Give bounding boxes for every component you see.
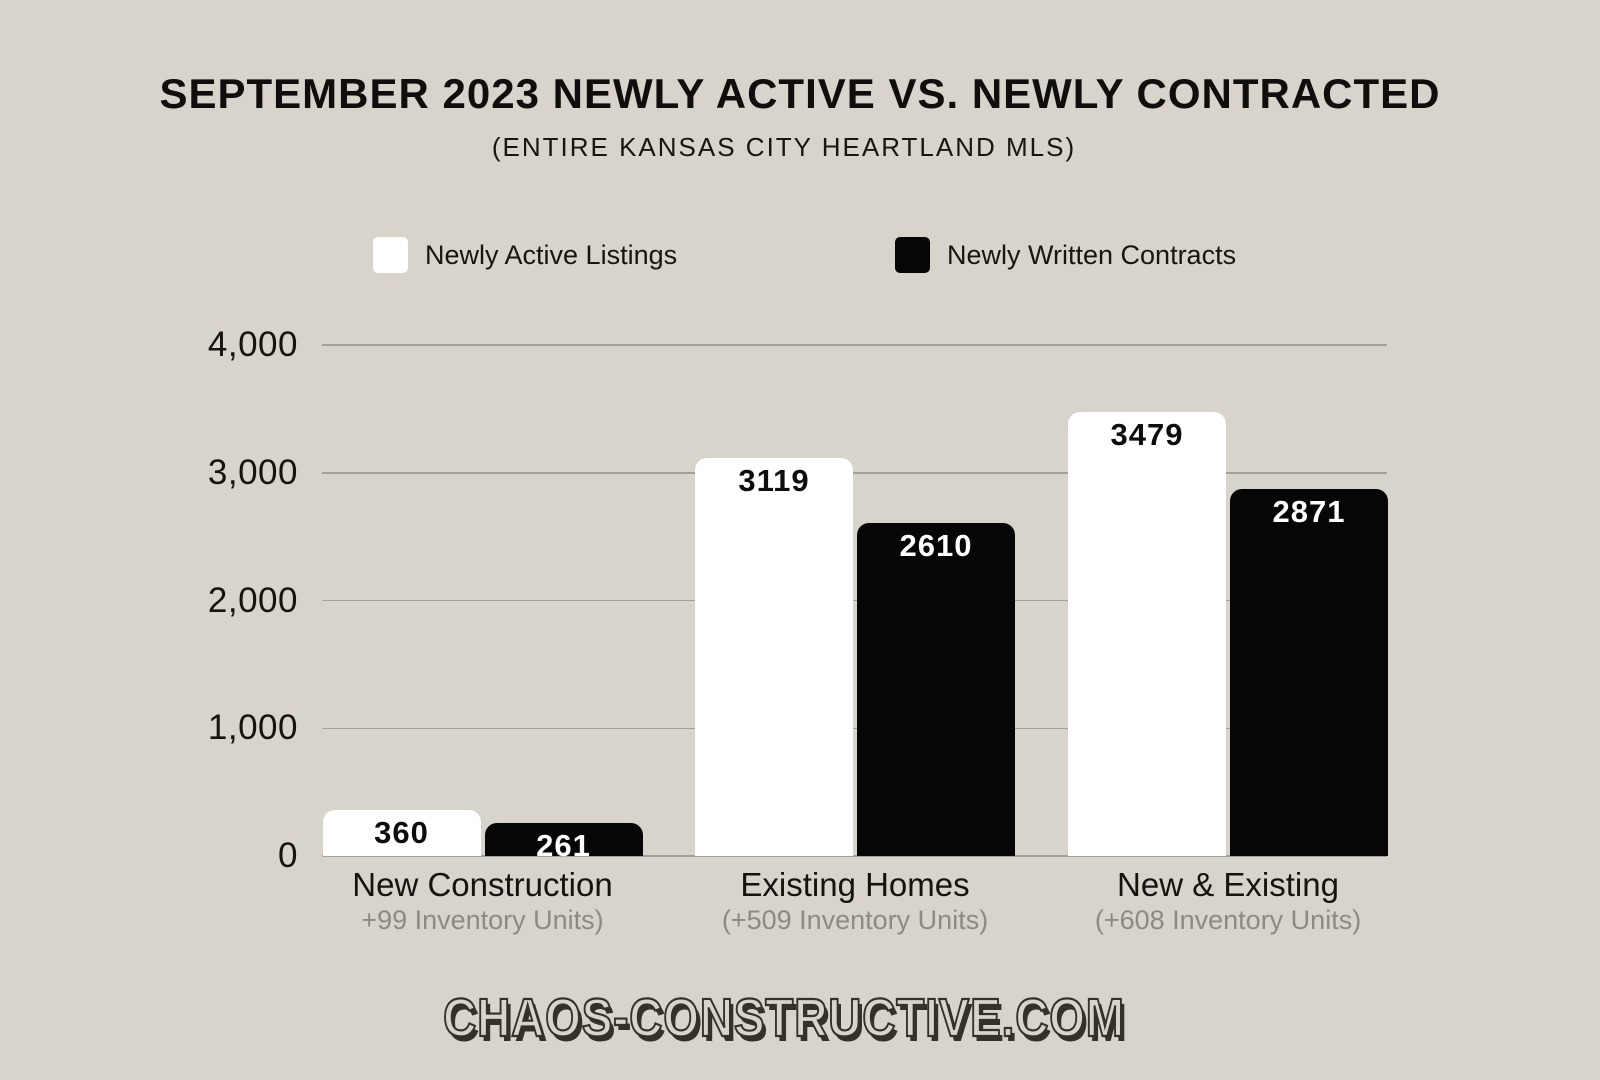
legend-label-newly-written-contracts: Newly Written Contracts <box>947 239 1237 270</box>
y-axis-tick-label: 4,000 <box>207 325 298 364</box>
legend-item-newly-active-listings: Newly Active Listings <box>373 237 677 273</box>
legend-label-newly-active-listings: Newly Active Listings <box>425 239 678 270</box>
x-axis-category-label: Existing Homes <box>740 866 970 903</box>
footer-watermark: CHAOS-CONSTRUCTIVE.COM <box>442 987 1125 1049</box>
gridline-0 <box>322 855 1387 857</box>
y-axis-tick-label: 3,000 <box>207 452 298 492</box>
bar-newly-contracted-2: 2610 <box>857 523 1015 856</box>
bar-value-label: 360 <box>374 815 429 850</box>
x-axis-category-1: New Construction +99 Inventory Units) <box>352 866 612 937</box>
gridline-2000 <box>322 599 1387 602</box>
chart-subtitle: (ENTIRE KANSAS CITY HEARTLAND MLS) <box>491 132 1077 162</box>
y-axis-tick-label: 2,000 <box>207 580 298 620</box>
bar-newly-active-2: 3119 <box>695 458 853 856</box>
legend-swatch-newly-written-contracts <box>895 237 930 273</box>
bar-value-label: 2871 <box>1272 494 1346 529</box>
y-axis-tick-label: 0 <box>278 836 298 875</box>
bar-newly-active-1: 360 <box>322 810 481 856</box>
x-axis-category-label: New Construction <box>352 866 613 903</box>
x-axis-category-3: New & Existing (+608 Inventory Units) <box>1095 866 1361 937</box>
bar-newly-active-3: 3479 <box>1068 412 1226 856</box>
chart-title: SEPTEMBER 2023 NEWLY ACTIVE VS. NEWLY CO… <box>159 70 1441 117</box>
x-axis-category-2: Existing Homes (+509 Inventory Units) <box>722 866 988 937</box>
x-axis-category-sublabel: (+509 Inventory Units) <box>721 905 989 935</box>
gridline-1000 <box>322 727 1387 729</box>
y-axis-tick-label: 1,000 <box>207 708 298 748</box>
bar-value-label: 3119 <box>738 463 810 498</box>
bar-value-label: 3479 <box>1110 417 1184 452</box>
x-axis-category-sublabel: +99 Inventory Units) <box>361 905 604 935</box>
gridline-3000 <box>322 472 1387 474</box>
legend-swatch-newly-active-listings <box>373 237 408 273</box>
bar-value-label: 2610 <box>899 528 973 563</box>
legend-item-newly-written-contracts: Newly Written Contracts <box>895 237 1236 273</box>
bar-newly-contracted-3: 2871 <box>1230 489 1388 856</box>
x-axis-category-sublabel: (+608 Inventory Units) <box>1094 905 1362 935</box>
bar-value-label: 261 <box>536 828 591 863</box>
bar-newly-contracted-1: 261 <box>484 823 643 863</box>
gridline-4000 <box>322 344 1387 346</box>
x-axis-category-label: New & Existing <box>1117 866 1339 903</box>
